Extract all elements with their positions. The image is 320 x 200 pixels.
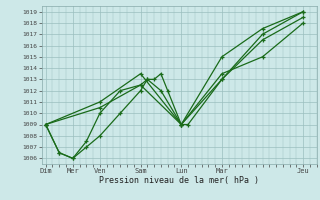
X-axis label: Pression niveau de la mer( hPa ): Pression niveau de la mer( hPa ) [99,176,259,185]
